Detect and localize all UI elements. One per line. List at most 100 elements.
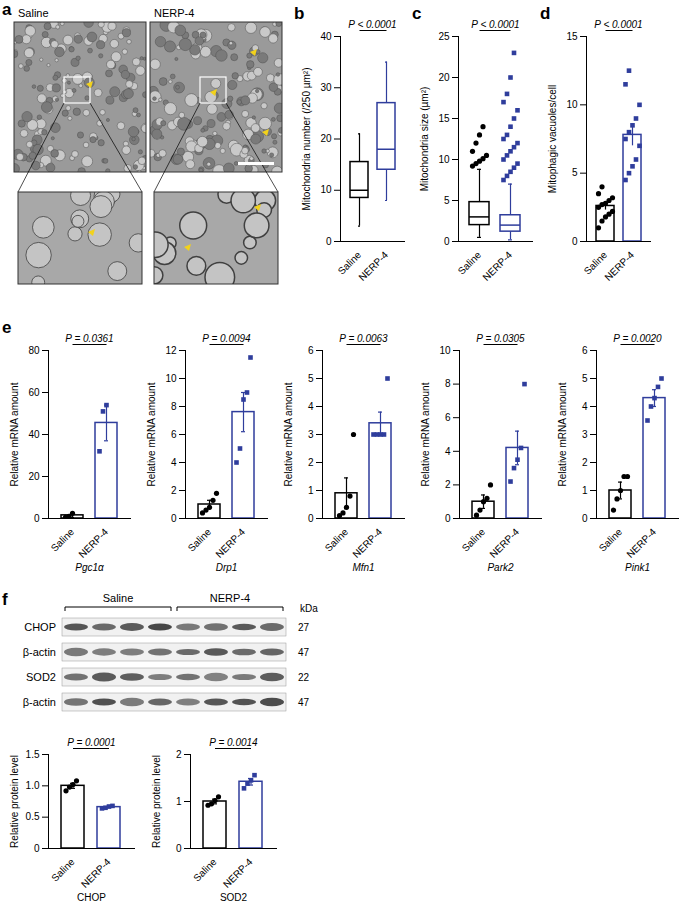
svg-text:NERP-4: NERP-4 (221, 856, 255, 890)
svg-text:Mitochondria size (µm²): Mitochondria size (µm²) (419, 87, 430, 192)
svg-text:0: 0 (572, 236, 578, 247)
svg-text:0.5: 0.5 (26, 811, 40, 822)
svg-text:Saline: Saline (18, 7, 49, 19)
svg-text:Saline: Saline (191, 856, 219, 884)
svg-text:0: 0 (176, 843, 182, 854)
svg-text:20: 20 (320, 133, 332, 144)
svg-text:NERP-4: NERP-4 (350, 526, 384, 560)
svg-text:Saline: Saline (460, 526, 488, 554)
svg-text:Relative protein level: Relative protein level (9, 755, 20, 848)
svg-text:NERP-4: NERP-4 (213, 526, 247, 560)
svg-text:3: 3 (308, 429, 314, 440)
svg-text:1: 1 (582, 485, 588, 496)
svg-text:Relative mRNA amount: Relative mRNA amount (9, 382, 20, 486)
svg-text:8: 8 (445, 378, 451, 389)
svg-text:2: 2 (445, 479, 451, 490)
svg-text:10: 10 (165, 373, 177, 384)
svg-text:P < 0.0001: P < 0.0001 (471, 19, 519, 30)
svg-text:Pgc1α: Pgc1α (75, 562, 104, 573)
svg-text:Saline: Saline (323, 526, 351, 554)
svg-text:P = 0.0305: P = 0.0305 (476, 333, 525, 344)
svg-text:6: 6 (308, 345, 314, 356)
svg-text:2: 2 (308, 457, 314, 468)
svg-text:10: 10 (439, 345, 451, 356)
svg-text:NERP-4: NERP-4 (154, 7, 194, 19)
svg-text:20: 20 (28, 471, 40, 482)
svg-text:β-actin: β-actin (23, 646, 56, 658)
svg-text:Pink1: Pink1 (625, 562, 650, 573)
svg-text:10: 10 (438, 154, 450, 165)
svg-text:15: 15 (566, 31, 578, 42)
svg-text:P = 0.0094: P = 0.0094 (202, 333, 251, 344)
svg-text:30: 30 (320, 82, 332, 93)
svg-text:0: 0 (444, 236, 450, 247)
svg-text:25: 25 (438, 31, 450, 42)
svg-text:Saline: Saline (456, 249, 484, 277)
svg-text:NERP-4: NERP-4 (602, 249, 636, 283)
svg-text:0: 0 (582, 513, 588, 524)
svg-text:CHOP: CHOP (24, 621, 56, 633)
svg-text:6: 6 (171, 429, 177, 440)
svg-text:5: 5 (572, 167, 578, 178)
svg-text:Saline: Saline (49, 856, 77, 884)
svg-text:6: 6 (582, 345, 588, 356)
svg-text:Mfn1: Mfn1 (352, 562, 374, 573)
svg-text:22: 22 (298, 672, 310, 683)
svg-text:Relative mRNA amount: Relative mRNA amount (420, 382, 431, 486)
svg-text:0: 0 (34, 513, 40, 524)
svg-text:Saline: Saline (597, 526, 625, 554)
svg-text:NERP-4: NERP-4 (76, 526, 110, 560)
svg-text:5: 5 (308, 373, 314, 384)
svg-text:0: 0 (171, 513, 177, 524)
svg-text:40: 40 (320, 31, 332, 42)
svg-text:1.0: 1.0 (26, 780, 40, 791)
svg-text:P = 0.0020: P = 0.0020 (613, 333, 662, 344)
svg-text:Saline: Saline (186, 526, 214, 554)
svg-text:5: 5 (444, 195, 450, 206)
svg-text:1.5: 1.5 (26, 749, 40, 760)
svg-text:0: 0 (445, 513, 451, 524)
svg-text:0: 0 (34, 843, 40, 854)
svg-text:NERP-4: NERP-4 (487, 526, 521, 560)
svg-text:Saline: Saline (49, 526, 77, 554)
svg-text:CHOP: CHOP (77, 892, 106, 903)
svg-text:NERP-4: NERP-4 (480, 249, 514, 283)
svg-text:SOD2: SOD2 (26, 671, 56, 683)
svg-text:NERP-4: NERP-4 (624, 526, 658, 560)
svg-text:Relative mRNA amount: Relative mRNA amount (557, 382, 568, 486)
svg-text:40: 40 (28, 429, 40, 440)
svg-text:5: 5 (582, 373, 588, 384)
svg-text:3: 3 (582, 429, 588, 440)
svg-text:Mitochondria number (/250 µm²): Mitochondria number (/250 µm²) (301, 67, 312, 210)
svg-text:P = 0.0361: P = 0.0361 (65, 333, 113, 344)
svg-text:Mitophagic vacuoles/cell: Mitophagic vacuoles/cell (547, 85, 558, 193)
svg-text:20: 20 (438, 72, 450, 83)
svg-text:4: 4 (171, 457, 177, 468)
svg-text:P = 0.0063: P = 0.0063 (339, 333, 388, 344)
svg-text:47: 47 (298, 647, 310, 658)
svg-text:Relative mRNA amount: Relative mRNA amount (283, 382, 294, 486)
svg-text:4: 4 (582, 401, 588, 412)
svg-text:NERP-4: NERP-4 (210, 592, 250, 604)
svg-text:60: 60 (28, 387, 40, 398)
svg-text:P = 0.0014: P = 0.0014 (209, 737, 258, 748)
svg-text:Drp1: Drp1 (216, 562, 238, 573)
svg-text:15: 15 (438, 113, 450, 124)
svg-text:P < 0.0001: P < 0.0001 (594, 19, 642, 30)
svg-text:Relative protein level: Relative protein level (151, 755, 162, 848)
svg-text:10: 10 (566, 99, 578, 110)
svg-text:12: 12 (165, 345, 177, 356)
svg-text:NERP-4: NERP-4 (356, 249, 390, 283)
svg-text:0: 0 (308, 513, 314, 524)
svg-text:SOD2: SOD2 (220, 892, 248, 903)
svg-text:6: 6 (445, 412, 451, 423)
svg-text:0: 0 (326, 236, 332, 247)
svg-text:2: 2 (176, 749, 182, 760)
svg-text:4: 4 (445, 446, 451, 457)
svg-text:2: 2 (171, 485, 177, 496)
svg-text:4: 4 (308, 401, 314, 412)
svg-text:80: 80 (28, 345, 40, 356)
svg-text:47: 47 (298, 697, 310, 708)
svg-text:10: 10 (320, 184, 332, 195)
svg-text:1: 1 (308, 485, 314, 496)
